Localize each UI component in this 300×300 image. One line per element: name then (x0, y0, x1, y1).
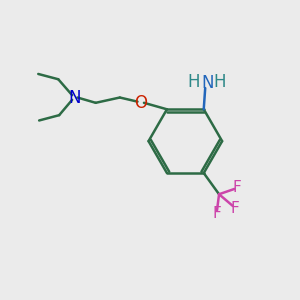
Text: F: F (212, 206, 221, 221)
Text: N: N (68, 88, 81, 106)
Text: H: H (214, 73, 226, 91)
Text: N: N (201, 74, 214, 92)
Text: F: F (231, 201, 240, 216)
Text: O: O (134, 94, 148, 112)
Text: H: H (188, 73, 200, 91)
Text: F: F (233, 180, 242, 195)
